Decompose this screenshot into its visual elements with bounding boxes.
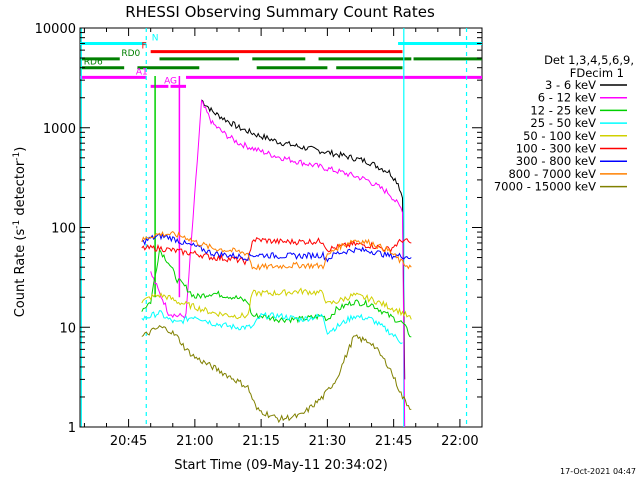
state-bar-label: RD6 [84, 58, 103, 68]
legend-entry-label: 7000 - 15000 keV [494, 180, 596, 194]
legend-entry-label: 12 - 25 keV [530, 103, 596, 117]
y-axis-label: Count Rate (s-1 detector-1) [12, 147, 28, 318]
legend-entry-label: 3 - 6 keV [545, 78, 596, 92]
y-tick-label: 10000 [35, 22, 76, 37]
series-lines [141, 99, 412, 428]
x-axis-label: Start Time (09-May-11 20:34:02) [174, 458, 388, 473]
y-tick-label: 10 [59, 321, 76, 336]
timestamp: 17-Oct-2021 04:47 [560, 467, 636, 476]
x-tick-label: 22:00 [441, 434, 478, 449]
y-label-sup2: -1 [12, 152, 22, 161]
plot-frame [79, 27, 483, 428]
y-label-sup1: -1 [12, 220, 22, 229]
legend-title-line1: Det 1,3,4,5,6,9, [544, 53, 634, 67]
series-line [141, 230, 412, 271]
y-label-part1: Count Rate (s [13, 229, 28, 318]
axes: 20:45 21:00 21:15 21:30 21:45 22:00 1 10 100 1000… [35, 22, 482, 449]
x-tick-label: 21:15 [242, 434, 279, 449]
x-tick-label: 20:45 [110, 434, 147, 449]
y-tick-label: 100 [51, 222, 76, 237]
state-bar-label: AG [164, 76, 177, 86]
series-line [150, 99, 406, 428]
y-label-part3: ) [13, 147, 28, 152]
series-line [141, 248, 412, 338]
y-tick-label: 1000 [43, 122, 76, 137]
legend-entry-label: 50 - 100 keV [523, 129, 596, 143]
series-line [141, 310, 403, 345]
legend-title-line2: FDecim 1 [570, 66, 624, 80]
x-tick-label: 21:00 [176, 434, 213, 449]
legend-entry-label: 300 - 800 keV [516, 154, 596, 168]
chart-title: RHESSI Observing Summary Count Rates [125, 3, 435, 21]
series-line [141, 232, 412, 263]
legend-entry-label: 100 - 300 keV [516, 142, 596, 156]
state-bar-label: RD0 [121, 49, 140, 59]
state-bar-label: A1 [136, 67, 148, 77]
series-line [201, 99, 406, 380]
series-line [141, 236, 412, 266]
series-line [141, 325, 412, 424]
legend-entry-label: 25 - 50 keV [530, 116, 596, 130]
x-tick-label: 21:30 [309, 434, 346, 449]
state-bar-label: F [141, 42, 146, 52]
reference-lines [80, 28, 468, 427]
series-line [141, 287, 412, 320]
state-bar-label: N [152, 33, 159, 43]
legend-entry-label: 6 - 12 keV [538, 91, 596, 105]
legend-entry-label: 800 - 7000 keV [508, 167, 596, 181]
y-label-part2: detector [13, 160, 28, 220]
x-tick-label: 21:45 [375, 434, 412, 449]
y-tick-label: 1 [68, 421, 76, 436]
